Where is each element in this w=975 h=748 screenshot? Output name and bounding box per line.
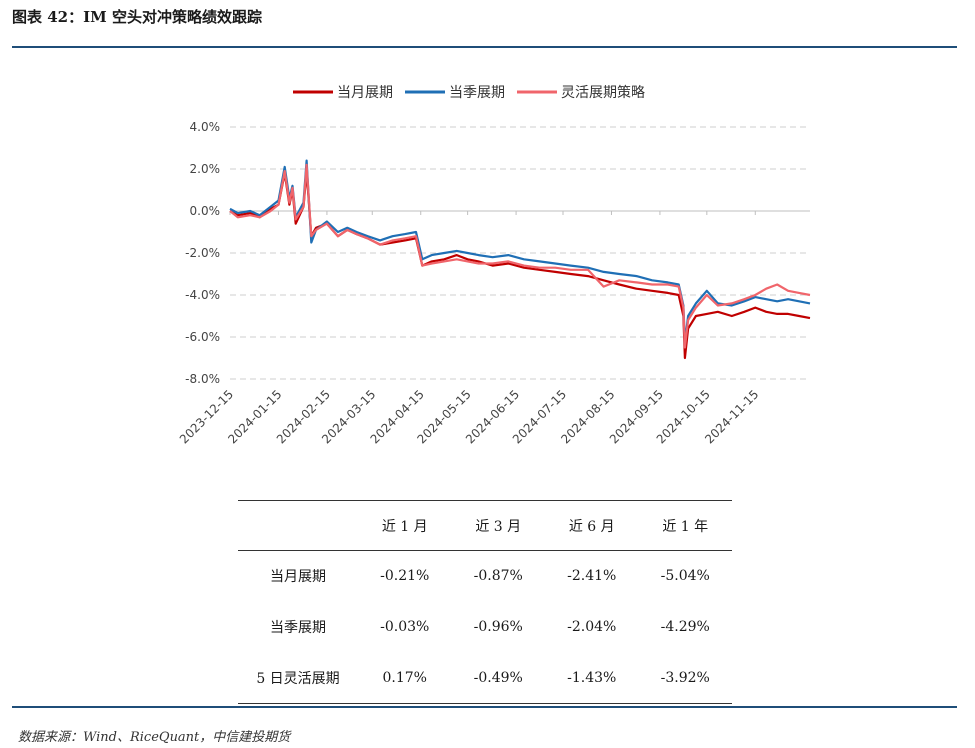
table-corner-cell: [238, 501, 358, 551]
table-cell: -1.43%: [567, 669, 617, 686]
table-cell: -0.87%: [473, 568, 523, 585]
table-cell: -2.41%: [567, 568, 617, 585]
table-cell: -5.04%: [660, 568, 710, 585]
row-label: 当季展期: [270, 620, 326, 636]
table-row: 当月展期 -0.21% -0.87% -2.41% -5.04%: [238, 551, 732, 602]
table-cell: -4.29%: [660, 619, 710, 635]
series-line: [229, 163, 811, 349]
performance-table: 近 1 月 近 3 月 近 6 月 近 1 年 当月展期 -0.21% -0.8…: [238, 500, 732, 704]
y-tick-label: -4.0%: [185, 288, 220, 302]
top-rule: [12, 46, 957, 48]
line-chart: 当月展期 当季展期 灵活展期策略 4.0% 2.0% 0.0% -2.0% -4.0% -6.…: [177, 84, 811, 446]
column-header-1y: 近 1 年: [662, 518, 709, 535]
series-line: [229, 159, 811, 345]
row-label: 当月展期: [270, 569, 326, 586]
y-tick-label: -8.0%: [185, 372, 220, 386]
table-row: 当季展期 -0.03% -0.96% -2.04% -4.29%: [238, 602, 732, 653]
legend-label: 当季展期: [449, 85, 505, 101]
column-header-3m: 近 3 月: [475, 518, 522, 535]
series-line: [229, 169, 811, 360]
table-header-row: 近 1 月 近 3 月 近 6 月 近 1 年: [238, 501, 732, 551]
y-tick-label: 4.0%: [190, 120, 221, 134]
bottom-rule: [12, 706, 957, 708]
row-label: 5 日灵活展期: [256, 670, 340, 687]
y-tick-label: -2.0%: [185, 246, 220, 260]
table-row: 5 日灵活展期 0.17% -0.49% -1.43% -3.92%: [238, 653, 732, 704]
chart-legend: 当月展期 当季展期 灵活展期策略: [293, 84, 645, 101]
table-cell: -2.04%: [567, 619, 617, 635]
source-note: 数据来源：Wind、RiceQuant，中信建投期货: [18, 730, 291, 745]
table-cell: 0.17%: [382, 669, 427, 686]
table-cell: -0.21%: [380, 568, 430, 585]
y-tick-label: 0.0%: [190, 204, 221, 218]
table-cell: -0.96%: [473, 619, 523, 635]
legend-label: 当月展期: [337, 85, 393, 101]
column-header-6m: 近 6 月: [568, 518, 615, 535]
x-axis: 2023-12-152024-01-152024-02-152024-03-15…: [177, 210, 810, 446]
table-cell: -0.03%: [380, 619, 430, 635]
column-header-1m: 近 1 月: [381, 518, 428, 535]
legend-label: 灵活展期策略: [561, 84, 645, 101]
figure-title: 图表 42：IM 空头对冲策略绩效跟踪: [12, 8, 262, 26]
table-cell: -3.92%: [660, 669, 710, 686]
table-cell: -0.49%: [473, 669, 523, 686]
y-axis: 4.0% 2.0% 0.0% -2.0% -4.0% -6.0% -8.0%: [185, 120, 220, 386]
y-tick-label: 2.0%: [190, 162, 221, 176]
chart-series: [229, 159, 811, 360]
y-tick-label: -6.0%: [185, 330, 220, 344]
chart-gridlines: [230, 126, 810, 380]
